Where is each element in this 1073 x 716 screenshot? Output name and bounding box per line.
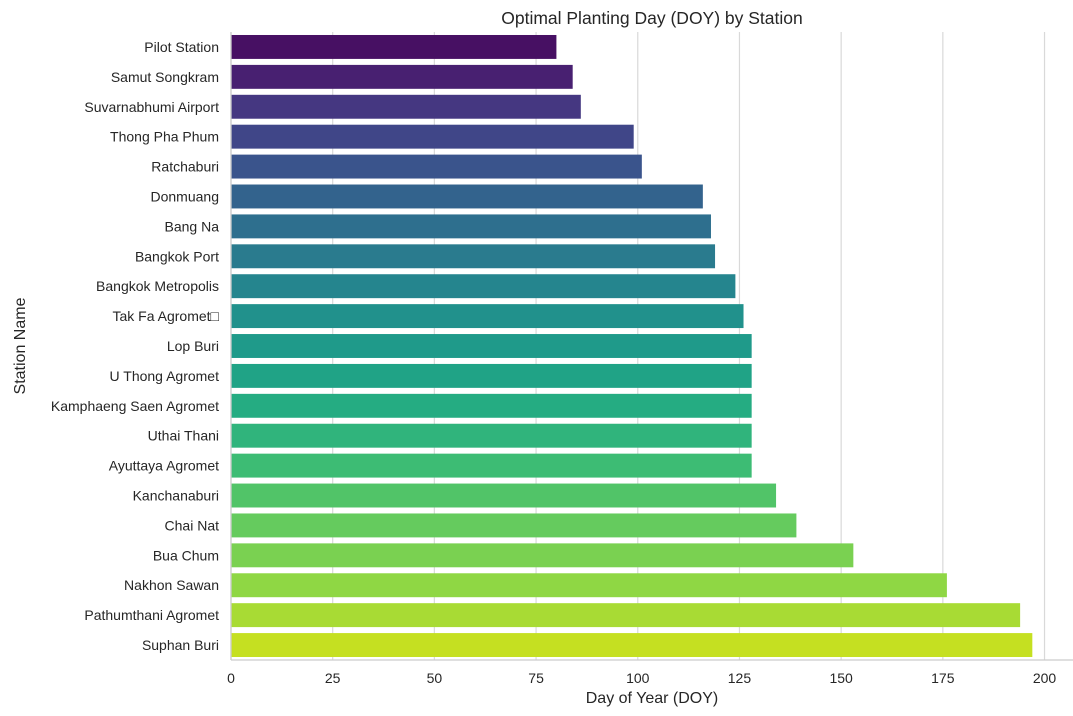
y-tick-label: Chai Nat <box>165 517 220 533</box>
bar <box>231 184 703 209</box>
bar <box>231 124 634 149</box>
y-tick-label: Kamphaeng Saen Agromet <box>51 398 219 414</box>
bar <box>231 334 752 358</box>
bar <box>231 393 752 418</box>
x-tick-labels: 0 25 50 75 100 125 150 175 200 <box>227 670 1056 686</box>
bar <box>231 513 797 538</box>
axes <box>230 32 1073 661</box>
y-tick-label: Lop Buri <box>167 338 219 354</box>
x-tick-label: 75 <box>528 670 544 686</box>
y-tick-label: Bua Chum <box>153 547 219 563</box>
chart-title: Optimal Planting Day (DOY) by Station <box>501 8 803 28</box>
x-tick-label: 175 <box>931 670 955 686</box>
bar <box>231 423 752 448</box>
y-tick-label: Pathumthani Agromet <box>84 607 219 623</box>
bar <box>231 34 557 59</box>
bar <box>231 363 752 388</box>
y-tick-label: Ayuttaya Agromet <box>109 458 219 474</box>
y-tick-label: Pilot Station <box>144 39 219 55</box>
bar <box>231 573 947 598</box>
x-tick-label: 50 <box>427 670 443 686</box>
bar <box>231 244 716 269</box>
x-tick-label: 125 <box>728 670 752 686</box>
y-tick-label: Kanchanaburi <box>133 488 219 504</box>
y-tick-label: Bangkok Port <box>135 248 219 264</box>
y-tick-labels: Pilot Station Samut Songkram Suvarnabhumi … <box>51 39 220 653</box>
y-tick-label: Suvarnabhumi Airport <box>84 99 219 115</box>
bar <box>231 543 854 568</box>
bar <box>231 214 711 239</box>
x-tick-label: 25 <box>325 670 341 686</box>
y-tick-label: Tak Fa Agromet□ <box>113 308 220 324</box>
bar <box>231 304 744 329</box>
y-tick-label: U Thong Agromet <box>110 368 220 384</box>
bar <box>231 453 752 478</box>
x-tick-label: 100 <box>626 670 650 686</box>
y-tick-label: Samut Songkram <box>111 69 219 85</box>
x-tick-label: 150 <box>829 670 853 686</box>
y-tick-label: Bang Na <box>165 218 220 234</box>
bar <box>231 483 777 508</box>
y-axis-title: Station Name <box>12 297 29 394</box>
y-tick-label: Ratchaburi <box>151 159 219 175</box>
y-tick-label: Thong Pha Phum <box>110 129 219 145</box>
y-tick-label: Donmuang <box>151 188 220 204</box>
bar <box>231 274 736 299</box>
x-tick-label: 0 <box>227 670 235 686</box>
bars <box>231 34 1033 658</box>
y-tick-label: Bangkok Metropolis <box>96 278 219 294</box>
x-tick-label: 200 <box>1033 670 1057 686</box>
bar <box>231 154 642 179</box>
bar <box>231 64 573 89</box>
y-tick-label: Uthai Thani <box>148 428 219 444</box>
bar <box>231 603 1021 628</box>
bar <box>231 94 581 119</box>
x-axis-title: Day of Year (DOY) <box>586 690 719 707</box>
bar <box>231 633 1033 658</box>
y-tick-label: Suphan Buri <box>142 637 219 653</box>
y-tick-label: Nakhon Sawan <box>124 577 219 593</box>
